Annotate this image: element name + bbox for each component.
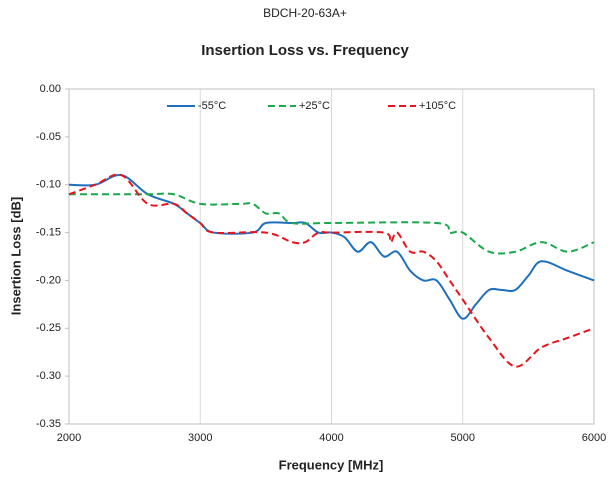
x-tick-label: 2000: [57, 432, 81, 444]
legend-label: +25°C: [299, 100, 330, 112]
series-line: [68, 174, 595, 320]
x-axis-label: Frequency [MHz]: [279, 457, 384, 472]
y-tick-label: -0.30: [36, 370, 61, 382]
legend-label: +105°C: [419, 100, 456, 112]
x-tick-label: 5000: [451, 432, 475, 444]
y-tick-label: -0.15: [36, 226, 61, 238]
x-tick-label: 3000: [188, 432, 212, 444]
legend-label: -55°C: [198, 100, 226, 112]
y-tick-label: -0.10: [36, 179, 61, 191]
plot-frame: [68, 88, 595, 425]
y-tick-label: -0.25: [36, 322, 61, 334]
chart-title: Insertion Loss vs. Frequency: [201, 42, 409, 59]
x-tick-label: 6000: [582, 432, 606, 444]
x-tick-label: 4000: [319, 432, 343, 444]
y-tick-label: 0.00: [40, 83, 61, 95]
series-line: [69, 192, 595, 255]
series-line: [68, 173, 595, 368]
y-tick-label: -0.20: [36, 274, 61, 286]
chart-subtitle: BDCH-20-63A+: [263, 6, 347, 20]
y-tick-label: -0.35: [36, 418, 61, 430]
y-axis-label: Insertion Loss [dB]: [8, 197, 23, 315]
y-tick-label: -0.05: [36, 131, 61, 143]
